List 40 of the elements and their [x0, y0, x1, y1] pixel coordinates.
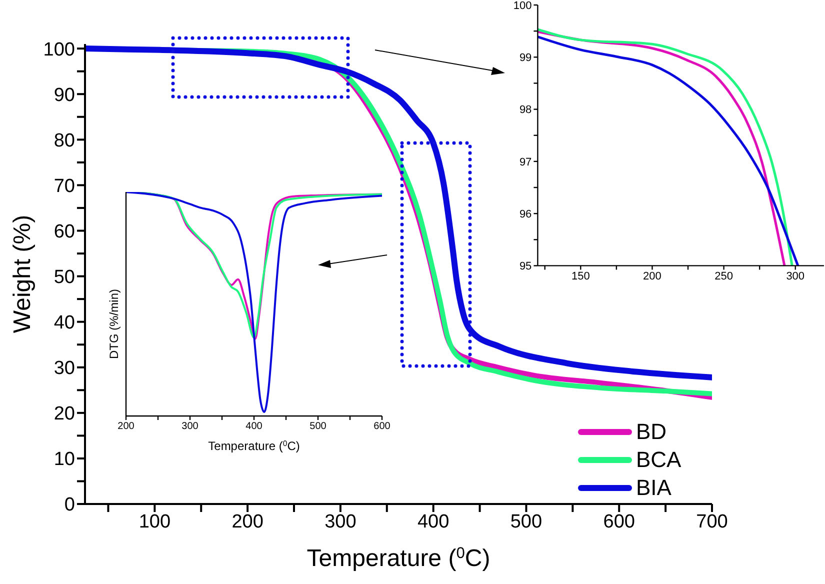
x-tick-label: 100 [138, 511, 171, 532]
x-tick-label: 200 [118, 421, 135, 432]
legend-label: BD [636, 419, 667, 445]
y-tick-label: 80 [54, 130, 75, 152]
y-tick-label: 30 [54, 358, 75, 380]
x-tick-label: 200 [643, 270, 662, 283]
x-tick-label: 600 [374, 421, 391, 432]
y-tick-label: 10 [54, 449, 75, 470]
y-tick-label: 96 [519, 208, 532, 220]
y-tick-label: 99 [519, 52, 532, 64]
y-tick-label: 90 [54, 84, 75, 106]
legend-label: BIA [636, 475, 672, 501]
x-axis-title: Temperature ($^{0}$C) [306, 544, 490, 572]
y-tick-label: 95 [519, 260, 532, 273]
x-axis-title: Temperature ($^{0}$C) [208, 438, 300, 453]
x-tick-label: 300 [786, 270, 805, 283]
x-tick-label: 500 [310, 421, 327, 432]
y-tick-label: 60 [54, 221, 75, 242]
y-tick-label: 40 [54, 312, 75, 334]
y-tick-label: 97 [519, 156, 532, 168]
x-tick-label: 200 [232, 511, 264, 532]
x-tick-label: 300 [324, 511, 356, 532]
legend-label: BCA [636, 447, 682, 473]
y-tick-label: 98 [519, 104, 532, 116]
x-tick-label: 600 [603, 511, 635, 532]
y-tick-label: 100 [513, 0, 532, 12]
x-tick-label: 700 [696, 511, 728, 532]
y-tick-label: 50 [54, 267, 75, 288]
y-axis-title: DTG (%/min) [107, 289, 121, 359]
y-axis-title: Weight (%) [9, 214, 36, 334]
x-tick-label: 150 [571, 270, 590, 283]
y-tick-label: 100 [43, 39, 75, 60]
y-tick-label: 20 [54, 404, 75, 425]
x-tick-label: 300 [182, 421, 199, 432]
x-tick-label: 400 [246, 421, 263, 432]
y-tick-label: 70 [54, 176, 75, 197]
x-tick-label: 250 [714, 270, 733, 283]
y-tick-label: 0 [64, 494, 75, 516]
x-tick-label: 500 [510, 511, 542, 532]
x-tick-label: 400 [417, 511, 450, 532]
